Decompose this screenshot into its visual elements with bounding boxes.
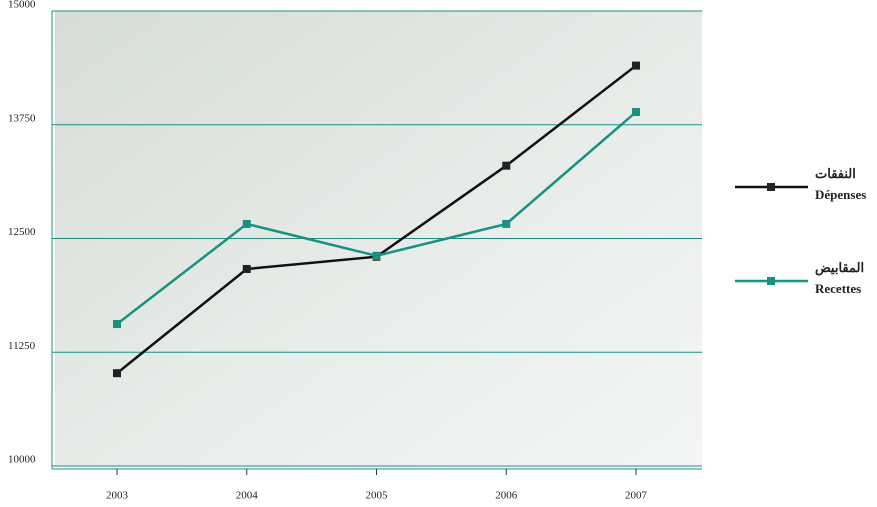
point [113,369,121,378]
y-tick-label: 12500 [8,226,36,238]
x-tick-label: 2003 [106,490,129,502]
legend-label-ar: النفقات [815,166,856,181]
x-tick-label: 2004 [236,490,259,502]
x-tick-label: 2006 [495,490,518,502]
point [502,161,511,170]
legend-label-ar: المقابيض [815,260,864,276]
legend-label: Recettes [815,281,861,296]
point [113,320,121,329]
point [632,61,640,70]
point [372,251,381,260]
legend-marker [767,277,775,285]
x-tick-label: 2007 [625,490,648,502]
legend-marker [767,183,775,191]
y-tick-label: 11250 [8,340,36,352]
point [242,219,251,228]
legend-label: Dépenses [815,187,866,202]
point [502,219,511,228]
point [242,264,251,273]
point [632,108,640,117]
y-tick-label: 13750 [8,112,36,124]
x-tick-label: 2005 [366,490,389,502]
y-tick-label: 15000 [8,0,36,11]
y-tick-label: 10000 [8,454,36,466]
